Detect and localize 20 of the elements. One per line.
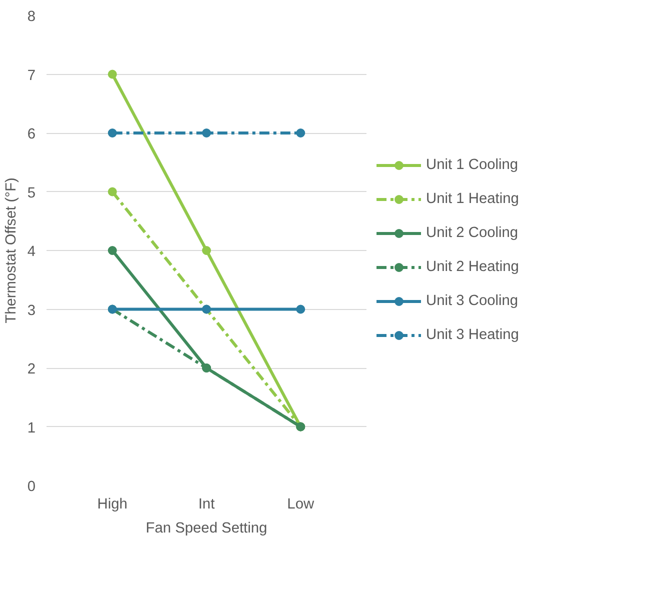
y-axis-title: Thermostat Offset (°F): [3, 178, 20, 324]
x-tick-label: High: [97, 496, 128, 512]
y-tick-label: 0: [27, 479, 36, 495]
legend-label: Unit 3 Heating: [426, 327, 519, 343]
y-tick-label: 5: [27, 185, 36, 202]
y-tick-label: 8: [27, 9, 36, 25]
legend-label: Unit 3 Cooling: [426, 293, 518, 309]
x-tick-label: Low: [287, 496, 314, 512]
y-tick-label: 2: [27, 362, 36, 378]
y-tick-label: 1: [27, 420, 36, 436]
y-tick-label: 4: [27, 244, 36, 260]
x-axis-title: Fan Speed Setting: [146, 520, 268, 536]
legend-label: Unit 2 Cooling: [426, 225, 518, 241]
x-tick-label: Int: [198, 496, 215, 512]
y-tick-label: 3: [27, 302, 36, 319]
legend-label: Unit 1 Cooling: [426, 157, 518, 173]
legend-label: Unit 1 Heating: [426, 191, 519, 207]
y-tick-label: 7: [27, 68, 36, 84]
legend-label: Unit 2 Heating: [426, 259, 519, 275]
y-tick-label: 6: [27, 126, 36, 142]
